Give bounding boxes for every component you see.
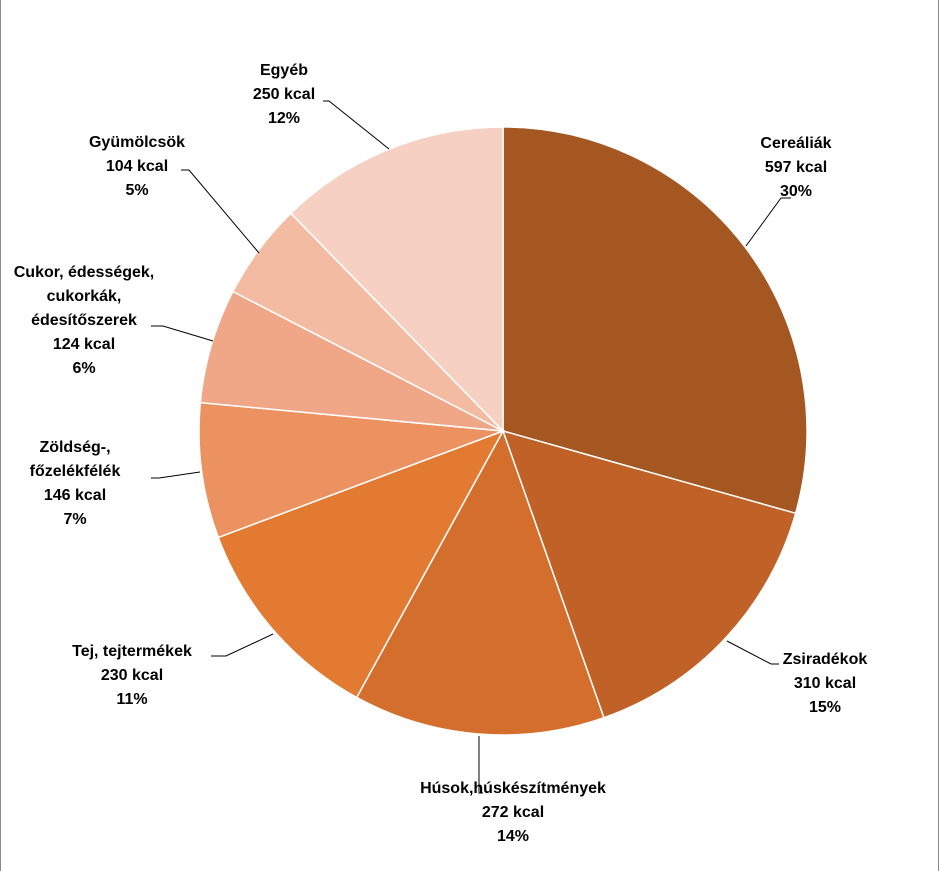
data-label-line: Húsok,húskészítmények xyxy=(420,780,606,797)
data-label-line: Zöldség-, xyxy=(39,439,110,456)
data-label-line: 146 kcal xyxy=(44,487,106,504)
data-label-line: Zsiradékok xyxy=(783,651,868,668)
data-label-line: 272 kcal xyxy=(482,804,544,821)
data-label-line: 5% xyxy=(125,182,148,199)
leader-lines xyxy=(151,100,791,794)
pie-slice-2 xyxy=(501,429,797,719)
data-label-line: 7% xyxy=(63,511,86,528)
data-label-line: Cereáliák xyxy=(760,135,831,152)
data-label-line: 597 kcal xyxy=(765,159,827,176)
data-label-7: Gyümölcsök 104 kcal 5% xyxy=(89,134,185,199)
data-label-6: Cukor, édességek, cukorkák, édesítőszerek 1… xyxy=(14,264,155,377)
data-label-line: 6% xyxy=(72,360,95,377)
pie-slice-8 xyxy=(289,126,504,433)
data-label-line: Tej, tejtermékek xyxy=(72,643,192,660)
data-label-line: Egyéb xyxy=(260,62,308,79)
data-label-line: 230 kcal xyxy=(101,667,163,684)
data-label-3: Húsok,húskészítmények 272 kcal 14% xyxy=(420,780,606,845)
leader-line-1 xyxy=(745,197,791,247)
leader-line-8 xyxy=(323,100,390,150)
pie-slice-3 xyxy=(355,429,605,736)
leader-line-2 xyxy=(726,640,779,665)
data-label-line: cukorkák, xyxy=(47,288,122,305)
data-label-line: Gyümölcsök xyxy=(89,134,185,151)
data-label-line: 11% xyxy=(116,691,147,708)
data-label-line: édesítőszerek xyxy=(31,312,137,329)
pie-slice-5 xyxy=(198,401,504,539)
data-label-line: főzelékfélék xyxy=(30,463,121,480)
data-labels: Cereáliák 597 kcal 30% Zsiradékok 310 kcal 15… xyxy=(14,62,868,845)
leader-line-4 xyxy=(211,633,274,657)
leader-line-5 xyxy=(151,471,201,479)
data-label-line: 104 kcal xyxy=(106,158,168,175)
data-label-line: 14% xyxy=(497,828,529,845)
pie-slice-4 xyxy=(217,429,505,699)
data-label-4: Tej, tejtermékek 230 kcal 11% xyxy=(72,643,192,708)
pie-slice-1 xyxy=(502,126,808,515)
data-label-line: 124 kcal xyxy=(53,336,115,353)
data-label-line: 30% xyxy=(780,183,812,200)
leader-line-7 xyxy=(181,169,260,254)
data-label-line: 12% xyxy=(268,110,300,127)
leader-line-6 xyxy=(151,325,214,342)
data-label-2: Zsiradékok 310 kcal 15% xyxy=(783,651,868,716)
data-label-5: Zöldség-, főzelékfélék 146 kcal 7% xyxy=(30,439,121,528)
data-label-8: Egyéb 250 kcal 12% xyxy=(253,62,315,127)
leader-line-3 xyxy=(478,736,483,794)
data-label-line: 15% xyxy=(809,699,841,716)
data-label-line: 250 kcal xyxy=(253,86,315,103)
pie-slices xyxy=(198,126,808,736)
data-label-line: 310 kcal xyxy=(794,675,856,692)
pie-slice-6 xyxy=(199,290,504,432)
data-label-line: Cukor, édességek, xyxy=(14,264,155,281)
data-label-1: Cereáliák 597 kcal 30% xyxy=(760,135,831,200)
